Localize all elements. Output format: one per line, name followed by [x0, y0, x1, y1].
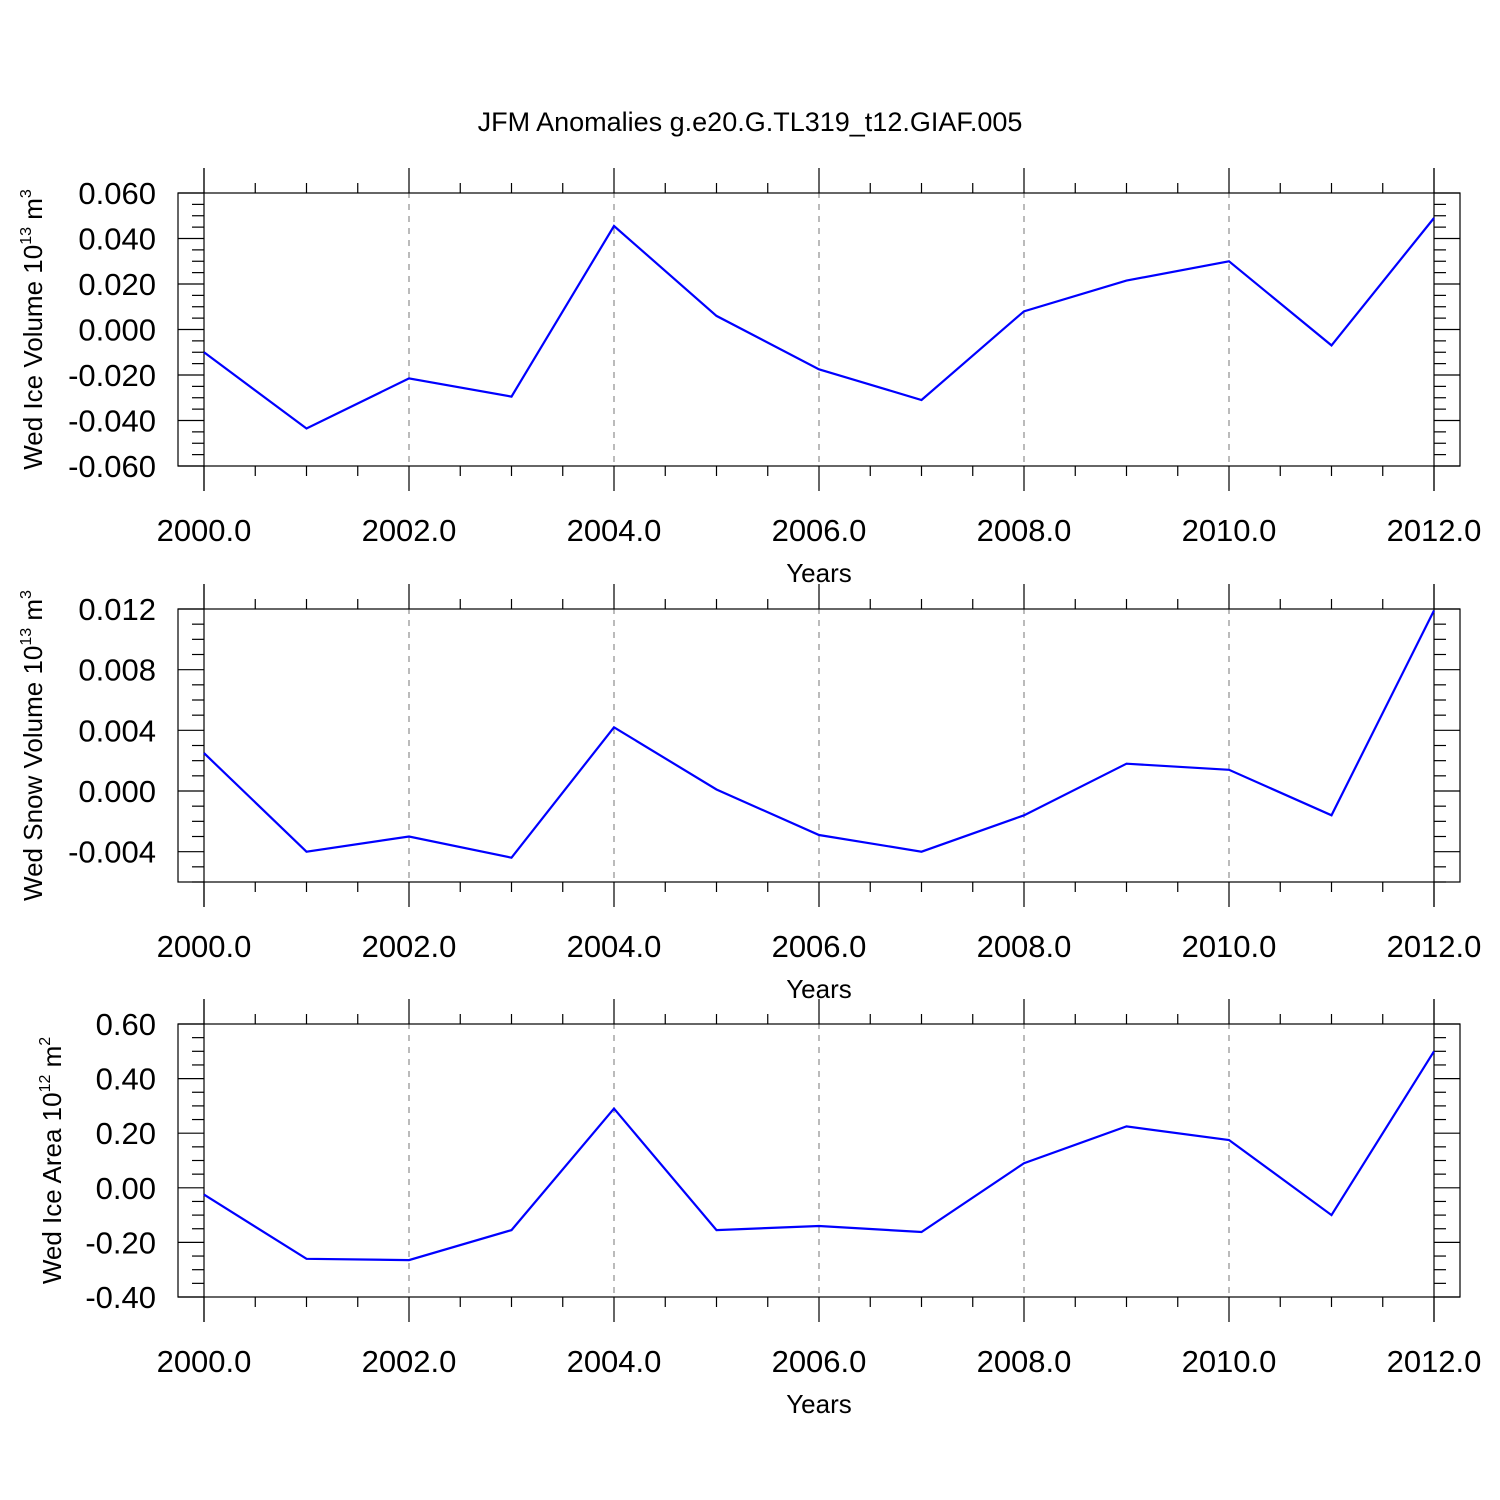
x-tick-label: 2000.0 [157, 1344, 252, 1379]
series-line [203, 217, 1435, 430]
x-tick-label: 2008.0 [977, 929, 1072, 964]
y-tick-label: 0.000 [78, 313, 156, 348]
chart-panel-3: -0.40 -0.20 0.00 0.20 0.40 0.60 2000.0 2002.0 20… [37, 999, 1481, 1419]
x-tick-label: 2008.0 [977, 1344, 1072, 1379]
x-tick-label: 2006.0 [772, 929, 867, 964]
y-tick-label: 0.000 [78, 774, 156, 809]
chart-panel-1: -0.060 -0.040 -0.020 0.000 0.020 0.040 0.060 20… [18, 168, 1481, 588]
x-tick-label: 2002.0 [362, 1344, 457, 1379]
y-tick-label: 0.20 [96, 1116, 156, 1151]
y-tick-label: -0.40 [85, 1280, 156, 1315]
y-tick-label: -0.004 [68, 835, 156, 870]
figure-title: JFM Anomalies g.e20.G.TL319_t12.GIAF.005 [478, 107, 1023, 137]
x-tick-label: 2010.0 [1182, 929, 1277, 964]
x-tick-label: 2002.0 [362, 513, 457, 548]
x-axis-label: Years [786, 1389, 852, 1419]
y-axis-label: Wed Ice Volume 1013 m3 [18, 189, 48, 470]
x-tick-label: 2012.0 [1387, 513, 1482, 548]
x-tick-label: 2012.0 [1387, 1344, 1482, 1379]
y-tick-label: 0.008 [78, 653, 156, 688]
x-tick-label: 2004.0 [567, 929, 662, 964]
y-axis-label: Wed Snow Volume 1013 m3 [18, 590, 48, 901]
x-tick-label: 2010.0 [1182, 513, 1277, 548]
x-tick-label: 2010.0 [1182, 1344, 1277, 1379]
x-axis-label: Years [786, 558, 852, 588]
y-axis-label-base: Wed Ice Area 10 [37, 1092, 67, 1284]
y-axis-label-unit: m [37, 1046, 67, 1075]
y-tick-label: 0.060 [78, 176, 156, 211]
y-axis-label-unit: m [18, 198, 48, 227]
y-axis-label-base: Wed Snow Volume 10 [18, 646, 48, 901]
y-axis-label-unit-exponent: 3 [18, 189, 35, 198]
y-tick-label: 0.040 [78, 222, 156, 257]
x-tick-label: 2004.0 [567, 513, 662, 548]
series-line [203, 1050, 1435, 1262]
y-axis-label-exponent: 13 [18, 628, 35, 646]
y-axis-label-unit-exponent: 3 [18, 590, 35, 599]
y-axis-label-exponent: 13 [18, 227, 35, 245]
y-tick-label: -0.020 [68, 358, 156, 393]
y-tick-label: -0.20 [85, 1225, 156, 1260]
x-tick-label: 2012.0 [1387, 929, 1482, 964]
y-tick-label: 0.00 [96, 1171, 156, 1206]
series-line [203, 610, 1435, 859]
y-tick-label: 0.60 [96, 1007, 156, 1042]
y-tick-label: 0.012 [78, 592, 156, 627]
y-tick-label: 0.020 [78, 267, 156, 302]
y-tick-label: -0.040 [68, 404, 156, 439]
y-axis-label-base: Wed Ice Volume 10 [18, 245, 48, 470]
y-tick-label: 0.004 [78, 713, 156, 748]
y-tick-label: 0.40 [96, 1062, 156, 1097]
x-tick-label: 2000.0 [157, 513, 252, 548]
y-axis-label-exponent: 12 [37, 1075, 54, 1093]
panels: -0.060-0.040-0.0200.0000.0200.0400.06020… [18, 168, 1481, 1419]
x-tick-label: 2008.0 [977, 513, 1072, 548]
x-tick-label: 2000.0 [157, 929, 252, 964]
x-tick-label: 2006.0 [772, 513, 867, 548]
x-tick-label: 2004.0 [567, 1344, 662, 1379]
y-axis-label: Wed Ice Area 1012 m2 [37, 1037, 67, 1284]
y-axis-label-unit-exponent: 2 [37, 1037, 54, 1046]
y-tick-label: -0.060 [68, 449, 156, 484]
x-tick-label: 2006.0 [772, 1344, 867, 1379]
y-axis-label-unit: m [18, 599, 48, 628]
x-tick-label: 2002.0 [362, 929, 457, 964]
chart-panel-2: -0.004 0.000 0.004 0.008 0.012 2000.0 2002.0 20… [18, 584, 1481, 1004]
